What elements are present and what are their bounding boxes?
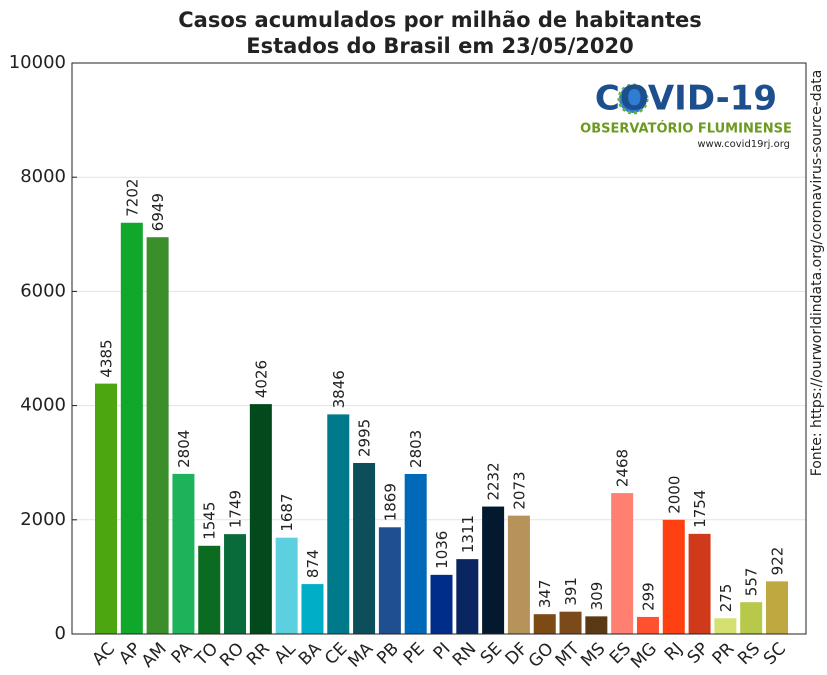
x-tick-label: RR <box>243 639 274 670</box>
x-tick-label: RN <box>449 639 480 670</box>
value-label: 1311 <box>459 515 477 553</box>
y-tick-label: 6000 <box>20 280 66 301</box>
value-label: 1749 <box>227 490 245 528</box>
bar <box>482 506 505 634</box>
value-label: 2468 <box>614 449 632 487</box>
x-tick-label: RJ <box>661 639 687 665</box>
value-label: 299 <box>639 582 657 611</box>
value-label: 1545 <box>201 502 219 540</box>
x-tick-label: AM <box>138 639 171 672</box>
bar <box>688 533 711 634</box>
bar <box>456 559 479 634</box>
x-tick-label: PE <box>400 639 429 668</box>
bar <box>766 581 788 634</box>
value-label: 2803 <box>407 430 425 468</box>
value-label: 275 <box>717 584 735 613</box>
bar <box>224 534 247 634</box>
logo-title: COVID-19 <box>595 79 777 119</box>
value-label: 1036 <box>433 531 451 569</box>
bar <box>507 515 530 634</box>
value-label: 7202 <box>123 179 141 217</box>
bar <box>146 237 169 634</box>
value-label: 1869 <box>381 483 399 521</box>
x-tick-label: MS <box>577 639 609 671</box>
value-label: 4026 <box>252 360 270 398</box>
bar <box>714 618 737 634</box>
bar <box>275 537 298 634</box>
value-label: 2232 <box>485 462 503 500</box>
value-label: 2995 <box>356 419 374 457</box>
x-tick-label: MA <box>344 639 377 672</box>
chart-title: Casos acumulados por milhão de habitante… <box>178 8 702 32</box>
bar <box>249 404 272 634</box>
value-label: 2000 <box>665 476 683 514</box>
bar <box>353 462 376 634</box>
value-label: 874 <box>304 549 322 578</box>
bar <box>378 527 401 634</box>
bar <box>198 545 221 634</box>
x-tick-label: PI <box>430 639 455 664</box>
bar <box>740 602 763 634</box>
y-tick-label: 0 <box>55 623 66 644</box>
bar <box>585 616 608 634</box>
bar <box>301 584 324 634</box>
y-tick-label: 2000 <box>20 509 66 530</box>
source-note: Fonte: https://ourworldindata.org/corona… <box>809 70 825 477</box>
y-tick-label: 8000 <box>20 166 66 187</box>
value-label: 3846 <box>330 370 348 408</box>
value-label: 2804 <box>175 430 193 468</box>
chart-subtitle: Estados do Brasil em 23/05/2020 <box>246 34 634 58</box>
x-tick-label: MG <box>627 639 661 673</box>
bar <box>533 614 556 634</box>
bar <box>611 493 634 634</box>
value-label: 347 <box>536 580 554 609</box>
value-label: 309 <box>588 582 606 611</box>
x-tick-label: PA <box>168 639 197 668</box>
logo: COVID-19 OBSERVATÓRIO FLUMINENSE www.cov… <box>580 79 792 151</box>
value-label: 2073 <box>510 471 528 509</box>
y-tick-label: 4000 <box>20 395 66 416</box>
value-label: 557 <box>743 568 761 597</box>
bar <box>95 383 117 634</box>
value-label: 6949 <box>149 193 167 231</box>
bar <box>327 414 350 634</box>
x-tick-label: SP <box>684 639 713 668</box>
bar <box>662 519 685 634</box>
value-label: 391 <box>562 577 580 606</box>
logo-url: www.covid19rj.org <box>697 139 790 150</box>
logo-subtitle: OBSERVATÓRIO FLUMINENSE <box>580 121 792 137</box>
value-label: 922 <box>769 547 787 576</box>
value-label: 1687 <box>278 493 296 531</box>
bar <box>559 611 582 634</box>
bar <box>430 574 453 634</box>
plot-frame <box>71 62 807 635</box>
bar <box>172 473 195 634</box>
bar <box>120 222 143 634</box>
logo-icon <box>617 83 649 115</box>
y-tick-label: 10000 <box>9 52 66 73</box>
value-label: 4385 <box>98 339 116 377</box>
value-label: 1754 <box>691 490 709 528</box>
bar <box>636 616 659 634</box>
x-tick-label: SC <box>760 639 790 669</box>
bar <box>404 473 427 634</box>
plot-area: 02000400060008000100004385AC7202AP6949AM… <box>9 52 807 673</box>
